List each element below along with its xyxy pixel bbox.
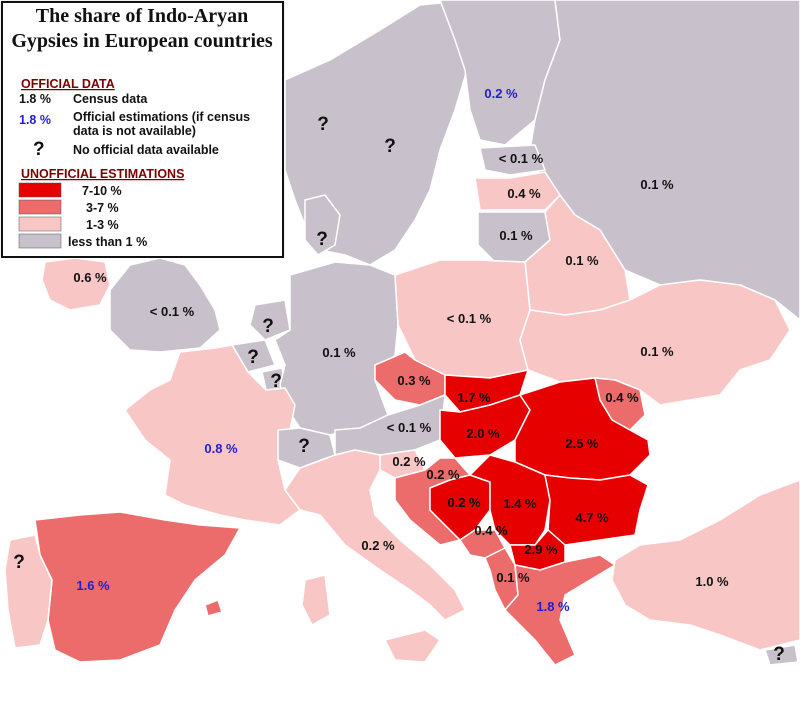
share-label-slovenia: 0.2 %	[392, 454, 426, 469]
share-label-albania: 0.1 %	[496, 570, 530, 585]
legend-nodata-label: No official data available	[73, 143, 219, 157]
share-label-finland: 0.2 %	[484, 86, 518, 101]
map-title-line-1: The share of Indo-Aryan	[36, 5, 248, 27]
share-label-greece: 1.8 %	[536, 599, 570, 614]
country-netherlands	[249, 299, 291, 341]
share-label-italy: 0.2 %	[361, 538, 395, 553]
legend-estimation-sample: 1.8 %	[19, 113, 51, 127]
share-label-montenegro: 0.4 %	[474, 523, 508, 538]
legend-estimation-label-2: data is not available)	[73, 124, 196, 138]
no-data-marker-norway: ?	[317, 114, 329, 135]
legend-estimation-label-1: Official estimations (if census	[73, 110, 250, 124]
legend-official-heading: OFFICIAL DATA	[21, 77, 115, 91]
legend-box: The share of Indo-Aryan Gypsies in Europ…	[1, 1, 284, 258]
country-romania	[514, 377, 651, 481]
no-data-marker-switzerland: ?	[298, 436, 310, 457]
share-label-estonia: < 0.1 %	[499, 151, 544, 166]
share-label-ukraine: 0.1 %	[640, 344, 674, 359]
no-data-marker-cyprus: ?	[773, 644, 785, 665]
share-label-turkey: 1.0 %	[695, 574, 729, 589]
country-norway-sweden	[284, 0, 471, 266]
country-italy	[284, 449, 466, 621]
country-denmark	[304, 194, 341, 256]
share-label-latvia: 0.4 %	[507, 186, 541, 201]
legend-label-7-10: 7-10 %	[82, 184, 122, 198]
no-data-marker-netherlands: ?	[262, 316, 274, 337]
share-label-romania: 2.5 %	[565, 436, 599, 451]
no-data-marker-sweden: ?	[384, 136, 396, 157]
island-sicily	[384, 629, 441, 663]
share-label-germany: 0.1 %	[322, 345, 356, 360]
share-label-czech-republic: 0.3 %	[397, 373, 431, 388]
share-label-north-macedonia: 2.9 %	[524, 542, 558, 557]
legend-unofficial-heading: UNOFFICIAL ESTIMATIONS	[21, 167, 184, 181]
share-label-slovakia: 1.7 %	[457, 390, 491, 405]
share-label-serbia: 1.4 %	[503, 496, 537, 511]
share-label-united-kingdom: < 0.1 %	[150, 304, 195, 319]
share-label-ireland: 0.6 %	[73, 270, 107, 285]
legend-swatch-1-3	[18, 216, 62, 232]
country-greece	[504, 554, 616, 666]
share-label-poland: < 0.1 %	[447, 311, 492, 326]
no-data-marker-portugal: ?	[13, 552, 25, 573]
share-label-hungary: 2.0 %	[466, 426, 500, 441]
country-ireland	[41, 257, 111, 311]
country-bulgaria	[544, 474, 649, 546]
legend-swatch-lt1	[18, 233, 62, 249]
share-label-russia: 0.1 %	[640, 177, 674, 192]
map-title-line-2: Gypsies in European countries	[11, 30, 273, 52]
legend-label-lt1: less than 1 %	[68, 235, 147, 249]
country-portugal	[4, 534, 53, 649]
legend-nodata-sample: ?	[33, 139, 45, 160]
share-label-lithuania: 0.1 %	[499, 228, 533, 243]
island-sardinia	[301, 574, 331, 626]
legend-swatch-7-10	[18, 182, 62, 198]
share-label-croatia: 0.2 %	[426, 467, 460, 482]
share-label-bulgaria: 4.7 %	[575, 510, 609, 525]
country-france	[124, 344, 301, 526]
island-cyprus	[764, 644, 799, 666]
country-turkey	[611, 479, 800, 651]
legend-swatch-3-7	[18, 199, 62, 215]
no-data-marker-denmark: ?	[316, 229, 328, 250]
legend-label-1-3: 1-3 %	[86, 218, 119, 232]
legend-label-3-7: 3-7 %	[86, 201, 119, 215]
share-label-france: 0.8 %	[204, 441, 238, 456]
legend-census-label: Census data	[73, 92, 148, 106]
legend-census-sample: 1.8 %	[19, 92, 51, 106]
share-label-austria: < 0.1 %	[387, 420, 432, 435]
no-data-marker-luxembourg: ?	[270, 371, 282, 392]
share-label-spain: 1.6 %	[76, 578, 110, 593]
country-serbia	[469, 454, 551, 546]
share-label-belarus: 0.1 %	[565, 253, 599, 268]
country-estonia	[479, 144, 546, 176]
island-balearic	[204, 599, 223, 617]
watermark: 头条 @环球情报员	[618, 675, 759, 695]
share-label-bosnia-and-herzegovina: 0.2 %	[447, 495, 481, 510]
share-label-moldova: 0.4 %	[605, 390, 639, 405]
country-uk	[109, 257, 221, 353]
no-data-marker-belgium: ?	[247, 347, 259, 368]
